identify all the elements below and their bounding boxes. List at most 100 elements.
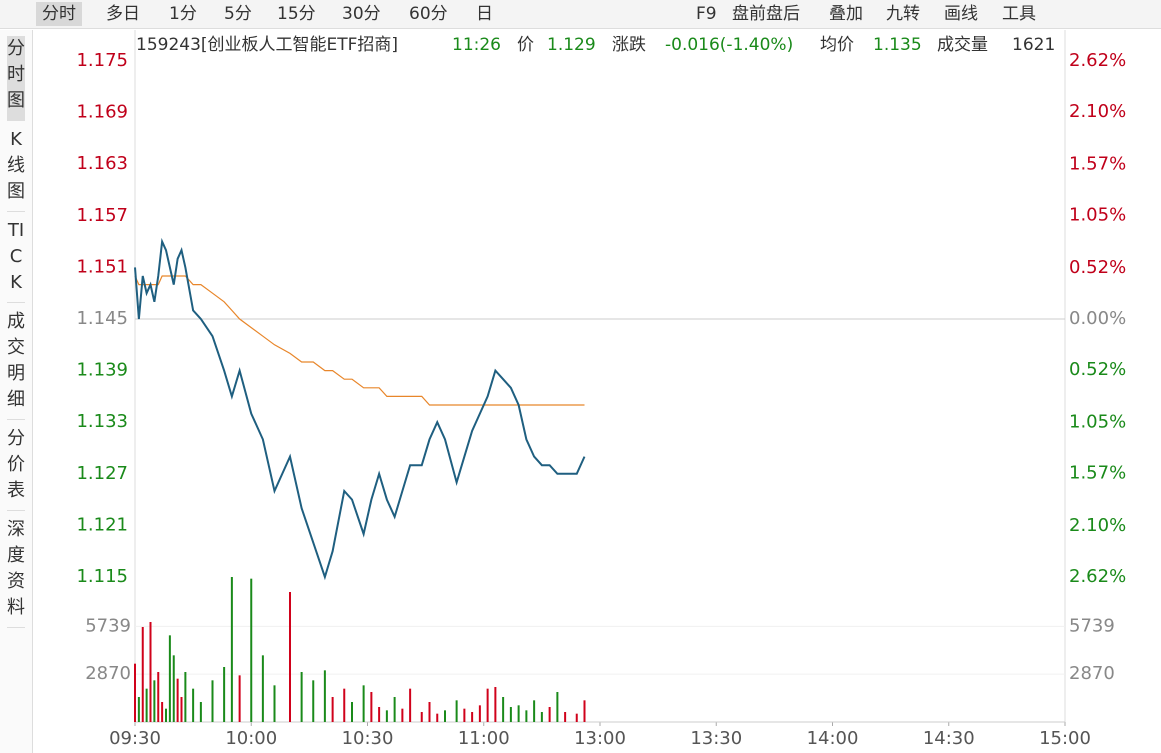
tool[interactable]: 九转	[886, 4, 920, 24]
tool[interactable]: 盘前盘后	[732, 4, 800, 24]
volume-bar	[478, 705, 481, 722]
side-tab[interactable]: K线图	[7, 127, 25, 212]
y2-tick-label: 0.00%	[1069, 308, 1126, 329]
tab[interactable]: 30分	[342, 4, 381, 24]
x-tick-label: 13:00	[574, 728, 626, 749]
price-label: 价	[517, 35, 534, 55]
sidebar: 分时图 K线图 TICK 成交明细分价表深度资料	[0, 30, 33, 753]
volume-bar	[401, 708, 404, 722]
volume-bar	[343, 688, 346, 722]
y-tick-label: 1.163	[76, 153, 128, 174]
side-tab[interactable]: 深度资料	[7, 517, 25, 628]
vol-tick-label-right: 2870	[1069, 663, 1115, 684]
change-label: 涨跌	[612, 35, 646, 55]
volume-bar	[211, 680, 214, 722]
x-tick-label: 14:30	[923, 728, 975, 749]
tool[interactable]: 工具	[1002, 4, 1036, 24]
x-tick-label: 09:30	[109, 728, 161, 749]
vol: 1621	[1012, 35, 1055, 55]
tool[interactable]: 画线	[944, 4, 978, 24]
line-series	[134, 237, 586, 581]
volume-bar	[502, 697, 505, 722]
tab[interactable]: 日	[476, 4, 493, 24]
tool[interactable]: F9	[696, 4, 717, 24]
tab[interactable]: 60分	[409, 4, 448, 24]
y-tick-label: 1.139	[76, 360, 128, 381]
volume-bar	[176, 678, 179, 722]
side-tab[interactable]: 分时图	[7, 36, 25, 121]
time: 11:26	[452, 35, 501, 55]
volume-bar	[153, 680, 156, 722]
tab[interactable]: 15分	[277, 4, 316, 24]
volume-bar	[134, 663, 136, 722]
volume-bar	[289, 592, 291, 722]
y2-tick-label: 1.05%	[1069, 205, 1126, 226]
volume-bar	[165, 708, 167, 722]
volume-bar	[199, 702, 202, 722]
volume-bar	[192, 688, 195, 722]
y-tick-label: 1.151	[76, 256, 128, 277]
volume-bar	[556, 692, 559, 722]
y2-tick-label: 0.52%	[1069, 257, 1126, 278]
volume-bar	[455, 700, 458, 722]
code: 159243[创业板人工智能ETF招商]	[136, 35, 398, 55]
volume-bar	[172, 655, 175, 722]
volume-bar	[420, 712, 423, 722]
volume-bar	[525, 710, 528, 722]
volume-bar	[141, 627, 144, 722]
side-tab[interactable]: 分价表	[7, 426, 25, 511]
x-tick-label: 10:30	[342, 728, 394, 749]
volume-bar	[331, 697, 334, 722]
volume-bar	[444, 710, 446, 722]
x-tick-label: 11:00	[458, 728, 510, 749]
tab[interactable]: 分时	[36, 2, 82, 26]
side-tab[interactable]: TICK	[7, 218, 25, 303]
volume-bar	[362, 685, 365, 722]
tab[interactable]: 1分	[169, 4, 197, 24]
volume-bar	[428, 702, 431, 722]
tab[interactable]: 5分	[224, 4, 252, 24]
volume-bar	[494, 687, 497, 722]
volume-bar	[370, 692, 373, 722]
volume-bar	[385, 710, 388, 722]
volume-bar	[463, 708, 466, 722]
volume-bar	[223, 667, 226, 722]
y2-tick-label: 2.62%	[1069, 50, 1126, 71]
vol-tick-label: 2870	[85, 663, 131, 684]
x-tick-label: 10:00	[225, 728, 277, 749]
y-tick-label: 1.115	[76, 566, 128, 587]
tool[interactable]: 叠加	[829, 4, 863, 24]
x-tick-label: 13:30	[690, 728, 742, 749]
tab[interactable]: 多日	[106, 4, 140, 24]
vol-tick-label-right: 5739	[1069, 615, 1115, 636]
change: -0.016(-1.40%)	[665, 35, 793, 55]
volume-bar	[378, 707, 381, 722]
volume-bar	[261, 655, 264, 722]
volume-bar	[436, 713, 439, 722]
volume-bar	[575, 713, 578, 722]
y-tick-label: 1.145	[76, 308, 128, 329]
volume-bar	[184, 672, 187, 722]
volume-bar	[273, 685, 276, 722]
y2-tick-label: 1.57%	[1069, 153, 1126, 174]
volume-bar	[137, 697, 140, 722]
y-tick-label: 1.133	[76, 411, 128, 432]
volume-bar	[300, 672, 303, 722]
volume-bar	[238, 675, 241, 722]
y2-tick-label: 1.57%	[1069, 463, 1126, 484]
volume-bar	[564, 712, 567, 722]
y-tick-label: 1.127	[76, 463, 128, 484]
volume-bar	[509, 707, 512, 722]
x-tick-label: 15:00	[1039, 728, 1091, 749]
y-tick-label: 1.175	[76, 50, 128, 71]
volume-bar	[323, 670, 326, 722]
vol-label: 成交量	[937, 35, 988, 55]
volume-bar	[517, 705, 520, 722]
x-tick-label: 14:00	[807, 728, 859, 749]
volume-bar	[471, 712, 474, 722]
y2-tick-label: 0.52%	[1069, 359, 1126, 380]
side-tab[interactable]: 成交明细	[7, 309, 25, 420]
volume-bar	[145, 688, 148, 722]
